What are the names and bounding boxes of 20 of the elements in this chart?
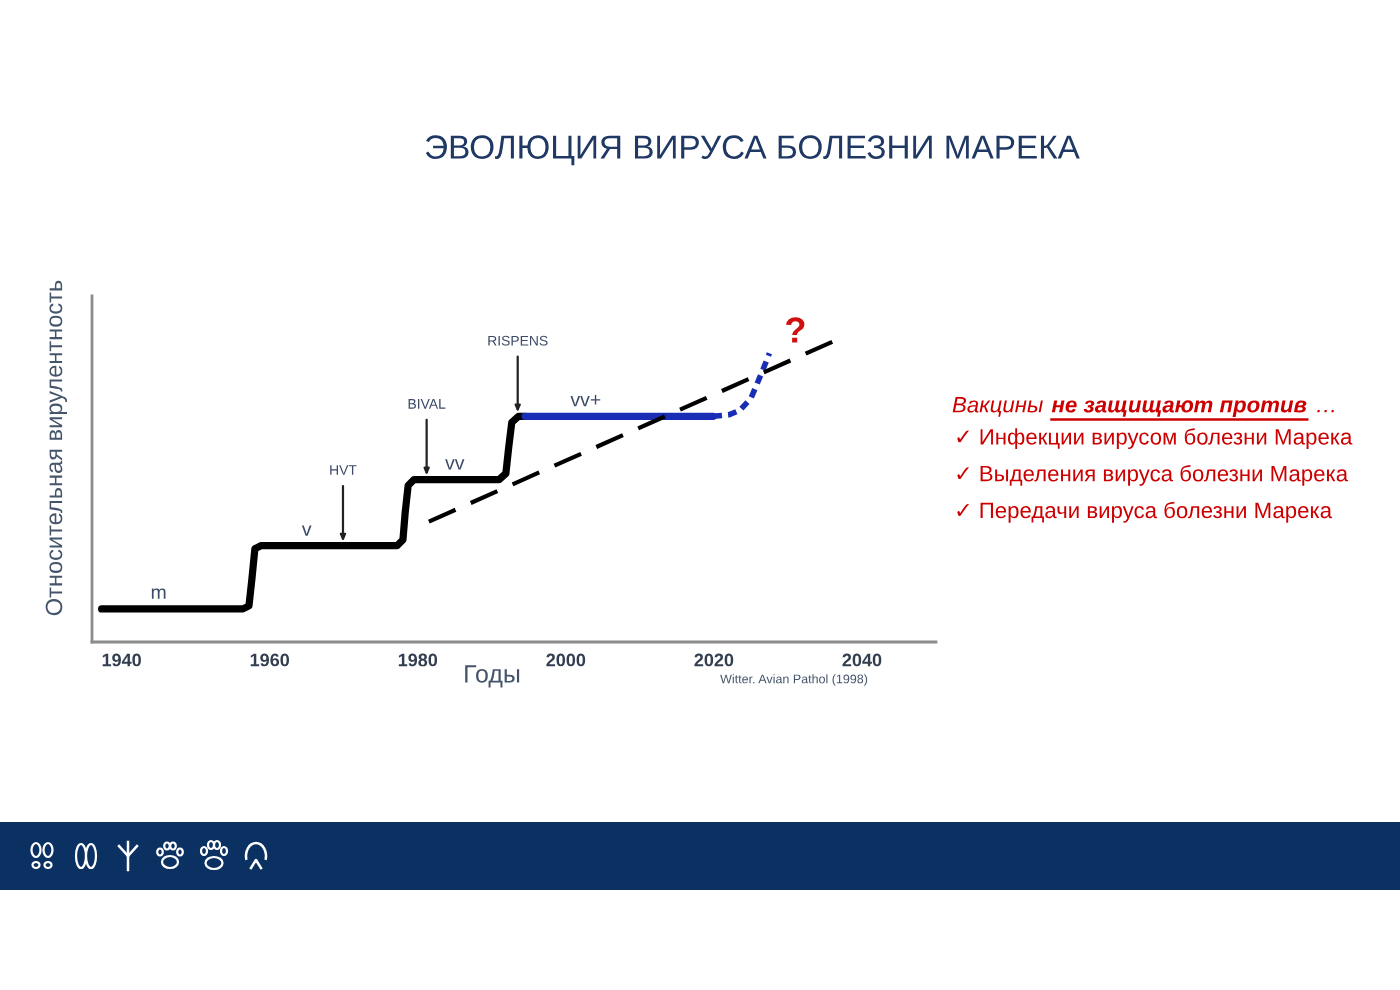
annotation: m: [151, 588, 166, 599]
annotation: ?: [786, 317, 805, 343]
x-tick-label: 2040: [842, 653, 882, 667]
text: …: [1317, 409, 1334, 413]
text: ✓ Выделения вируса болезни Марека: [957, 464, 1349, 486]
text: ✓ Передачи вируса болезни Марека: [957, 501, 1333, 523]
chart-title: ЭВОЛЮЦИЯ ВИРУСА БОЛЕЗНИ МАРЕКА: [425, 135, 1080, 166]
annotation: vv: [445, 459, 465, 470]
x-tick-label: 2020: [694, 653, 734, 667]
text: не защищают против: [1051, 400, 1307, 417]
annotation: v: [301, 525, 312, 536]
x-tick-label: 1960: [250, 653, 290, 667]
text: Вакцины: [952, 397, 1043, 417]
x-axis-title: Годы: [465, 665, 520, 688]
x-tick-label: 2000: [546, 653, 586, 667]
x-tick-label: 1980: [398, 653, 438, 667]
x-tick-label: 1940: [102, 653, 141, 667]
text: ✓ Инфекции вирусом болезни Марека: [957, 428, 1353, 450]
y-axis-title: Относительная вирулентность: [45, 280, 67, 616]
annotation: vv+: [570, 395, 601, 407]
